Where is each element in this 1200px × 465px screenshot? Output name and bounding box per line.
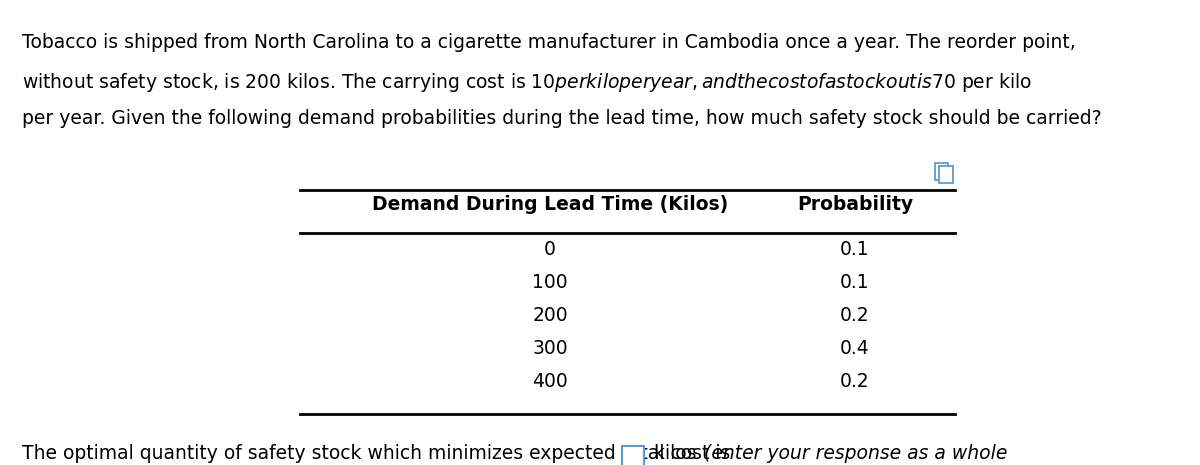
Text: 400: 400 <box>532 372 568 391</box>
Text: 0.1: 0.1 <box>840 272 870 292</box>
Text: Tobacco is shipped from North Carolina to a cigarette manufacturer in Cambodia o: Tobacco is shipped from North Carolina t… <box>22 33 1075 52</box>
Text: 0.2: 0.2 <box>840 372 870 391</box>
Text: (enter your response as a whole: (enter your response as a whole <box>703 444 1007 463</box>
Text: 200: 200 <box>532 306 568 325</box>
Text: 0: 0 <box>544 239 556 259</box>
Text: 0.2: 0.2 <box>840 306 870 325</box>
Text: Demand During Lead Time (Kilos): Demand During Lead Time (Kilos) <box>372 195 728 214</box>
Text: without safety stock, is 200 kilos. The carrying cost is $10 per kilo per year, : without safety stock, is 200 kilos. The … <box>22 71 1032 94</box>
Text: Probability: Probability <box>797 195 913 214</box>
Text: 300: 300 <box>532 339 568 358</box>
Text: The optimal quantity of safety stock which minimizes expected total cost is: The optimal quantity of safety stock whi… <box>22 444 737 463</box>
Text: 0.4: 0.4 <box>840 339 870 358</box>
Text: 100: 100 <box>532 272 568 292</box>
FancyBboxPatch shape <box>940 166 953 183</box>
Text: per year. Given the following demand probabilities during the lead time, how muc: per year. Given the following demand pro… <box>22 109 1102 128</box>
FancyBboxPatch shape <box>935 163 948 179</box>
FancyBboxPatch shape <box>623 445 644 465</box>
Text: 0.1: 0.1 <box>840 239 870 259</box>
Text: kilos: kilos <box>648 444 703 463</box>
